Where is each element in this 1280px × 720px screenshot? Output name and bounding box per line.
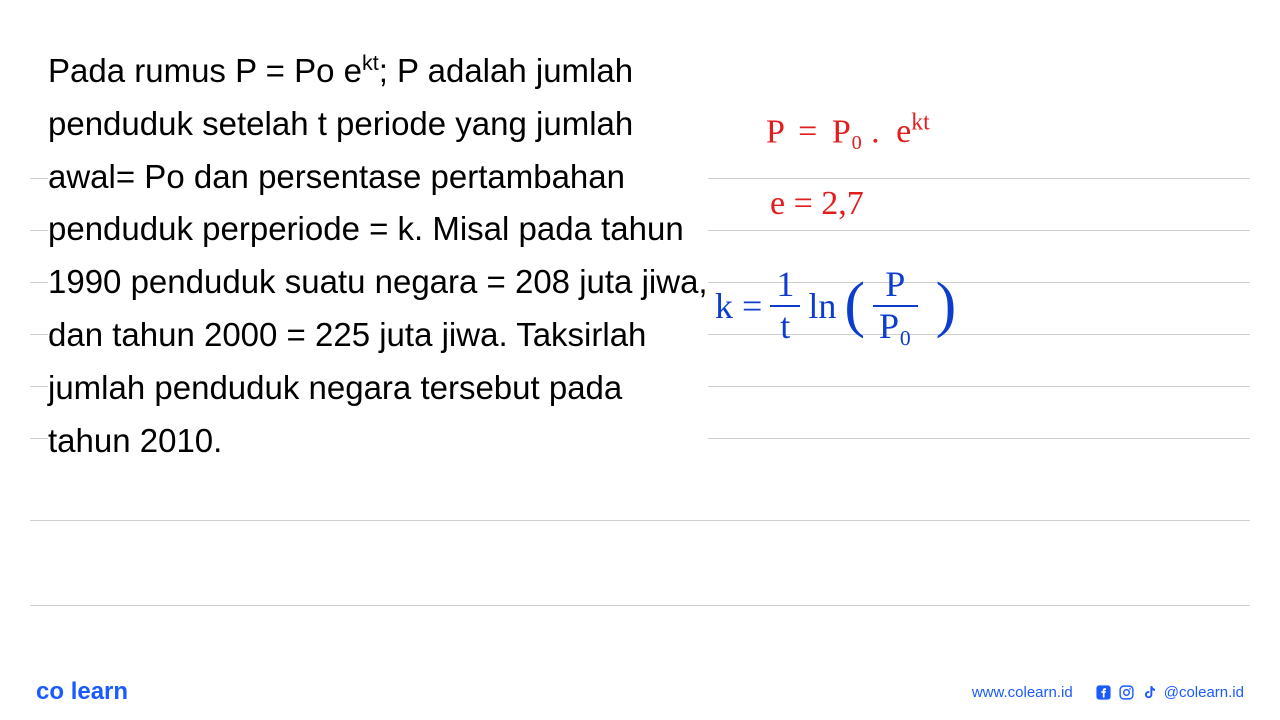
fraction-p-over-p0: P P₀ <box>873 265 918 346</box>
facebook-icon <box>1095 684 1112 701</box>
colearn-logo: co learn <box>36 678 128 706</box>
problem-statement: Pada rumus P = Po ekt; P adalah jumlah p… <box>48 45 708 467</box>
fraction-one-over-t: 1 t <box>770 265 800 346</box>
right-paren: ) <box>936 281 957 331</box>
paper-line <box>30 605 1250 606</box>
paper-line <box>30 520 1250 521</box>
footer-url: www.colearn.id <box>972 684 1073 701</box>
handwritten-formula-p: P = P₀ . ekt <box>766 110 930 151</box>
handwritten-formula-k: k = 1 t ln ( P P₀ ) <box>715 265 956 346</box>
handwritten-e-value: e = 2,7 <box>770 185 864 223</box>
tiktok-icon <box>1141 684 1158 701</box>
footer-bar: co learn www.colearn.id @colearn.id <box>0 664 1280 720</box>
social-icons: @colearn.id <box>1095 684 1244 701</box>
left-paren: ( <box>844 281 865 331</box>
instagram-icon <box>1118 684 1135 701</box>
social-handle: @colearn.id <box>1164 684 1244 701</box>
